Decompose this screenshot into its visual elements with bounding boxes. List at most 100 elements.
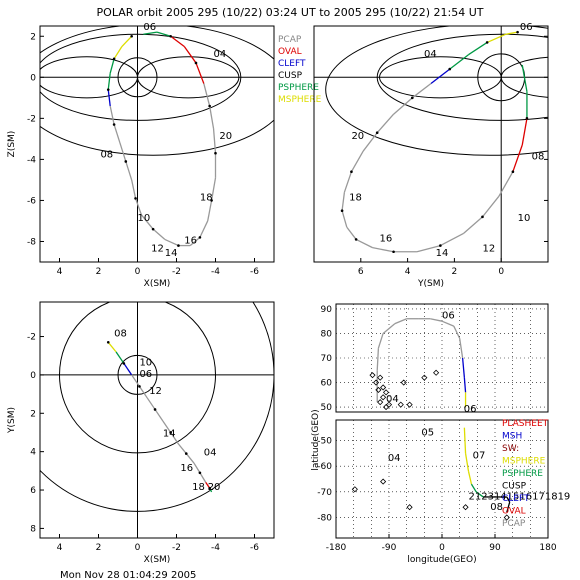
- panel-yz-orbit-point: [511, 170, 515, 174]
- panel-xz-orbit-point: [106, 88, 110, 91]
- panel-yz-orbit-segment: [521, 64, 528, 92]
- panel-xy-time-label: 06: [139, 369, 152, 380]
- panel-yz-xlabel: Y(SM): [417, 279, 444, 289]
- panel-xz-xtick-label: -4: [211, 267, 220, 277]
- panel-xz-orbit-point: [214, 151, 217, 155]
- panel-yz-orbit-segment: [512, 144, 523, 172]
- panel-xz-orbit-point: [124, 160, 128, 163]
- panel-geo-south-track-segment: [463, 427, 467, 454]
- panel-xz-xtick-label: 4: [57, 267, 63, 277]
- panel-xz-orbit-segment: [199, 220, 209, 238]
- panel-xz-orbit-segment: [119, 142, 127, 162]
- panel-xy-ytick-label: 4: [30, 448, 36, 458]
- panel-xz-time-label: 20: [219, 131, 232, 142]
- panel-yz-orbit-segment: [393, 97, 413, 115]
- panel-xz-time-label: 04: [214, 49, 227, 60]
- panel-xy-xtick-label: 0: [135, 543, 141, 553]
- panel-xy-orbit-point: [138, 385, 141, 388]
- panel-xz-orbit-segment: [107, 73, 111, 90]
- panel-geo-south-footpoint-marker: [380, 478, 387, 485]
- panel-xy-time-label: 10: [139, 357, 152, 368]
- panel-yz-orbit-segment: [362, 132, 378, 152]
- panel-geo-south-track-segment: [506, 501, 511, 513]
- panel-xz-orbit-segment: [203, 83, 211, 107]
- legend-bottom-item: CUSP: [502, 482, 527, 492]
- legend-bottom-item: PSPHERE: [502, 469, 543, 479]
- panel-xy-ytick-label: 0: [30, 371, 36, 381]
- legend-top-item: PCAP: [278, 35, 302, 45]
- panel-xz-orbit-segment: [140, 214, 154, 230]
- panel-xz-orbit-segment: [109, 58, 115, 74]
- panel-geo-north-ytick-label: 50: [321, 403, 333, 413]
- legend-bottom-item: SW:: [502, 444, 519, 454]
- panel-yz-time-label: 10: [518, 213, 531, 224]
- panel-geo-north-ytick-label: 70: [321, 354, 333, 364]
- panel-xz-orbit-segment: [189, 236, 201, 247]
- panel-yz-orbit-segment: [521, 118, 528, 146]
- panel-xz-orbit-segment: [121, 35, 133, 47]
- panel-geo-north-footpoint-marker: [369, 372, 376, 379]
- panel-yz-orbit-point: [481, 215, 484, 219]
- panel-geo-xtick-label: -90: [382, 543, 397, 553]
- panel-xz-orbit-point: [210, 199, 213, 202]
- legend-bottom-item: MSH: [502, 432, 522, 442]
- panel-geo-north-footpoint-marker: [400, 379, 407, 386]
- panel-xz-xlabel: X(SM): [144, 279, 171, 289]
- panel-yz-orbit-segment: [372, 246, 394, 253]
- panel-yz-orbit-segment: [440, 232, 465, 247]
- panel-xz-orbit-segment: [212, 128, 217, 154]
- panel-geo-north-time-label: 06: [464, 404, 477, 415]
- panel-xy-time-label: 14: [163, 428, 176, 439]
- legend-bottom-item: CLEFT: [502, 494, 530, 504]
- panel-xy-ylabel: Y(SM): [7, 407, 17, 434]
- panel-xz-orbit-segment: [109, 105, 115, 125]
- panel-xy-orbit-point: [153, 408, 157, 411]
- panel-geo-north-footpoint-marker: [397, 401, 404, 408]
- panel-xz-time-label: 18: [200, 192, 213, 203]
- panel-xz-xtick-label: 2: [96, 267, 102, 277]
- panel-xy-xlabel: X(SM): [144, 555, 171, 565]
- panel-yz-time-label: 08: [532, 151, 545, 162]
- panel-xz-orbit-point: [112, 57, 116, 61]
- panel-geo-south-ytick-label: -60: [317, 462, 332, 472]
- panel-geo-south-track-segment: [464, 453, 470, 472]
- panel-xz-frame: [39, 25, 275, 263]
- panel-geo-south-time-label: 04: [388, 453, 401, 464]
- panel-geo-north-footpoint-marker: [406, 401, 413, 408]
- panel-geo-xlabel: longitude(GEO): [407, 555, 476, 565]
- panel-yz-orbit-segment: [505, 31, 518, 35]
- panel-yz-orbit-point: [350, 170, 353, 174]
- panel-xz-orbit-segment: [152, 228, 166, 240]
- panel-xz-orbit-segment: [107, 89, 111, 107]
- panel-yz-orbit-segment: [449, 54, 469, 70]
- panel-yz-orbit-point: [448, 67, 452, 71]
- panel-geo-north-track-segment: [394, 318, 407, 325]
- panel-xy-xtick-label: -4: [211, 543, 220, 553]
- panel-geo-north-track-segment: [377, 333, 384, 349]
- panel-xy-orbit-segment: [154, 409, 164, 422]
- panel-xz-time-label: 12: [151, 244, 164, 255]
- panel-yz-orbit-segment: [463, 216, 483, 234]
- panel-yz-field-line: [500, 56, 548, 98]
- panel-yz-orbit-segment: [498, 171, 514, 197]
- panel-xz-ytick-label: -4: [27, 155, 36, 165]
- panel-geo-north-track-segment: [453, 325, 461, 339]
- panel-xz-ytick-label: -6: [27, 196, 36, 206]
- panel-geo-ylabel: latitude(GEO): [311, 409, 321, 470]
- panel-geo-south-track-segment: [470, 483, 477, 493]
- panel-xz-field-line: [137, 56, 240, 99]
- panel-yz-orbit-point: [485, 41, 489, 44]
- panel-xz-orbit-segment: [143, 31, 158, 35]
- panel-xz-earth: [117, 57, 158, 98]
- panel-geo-north-footpoint-marker: [375, 386, 382, 393]
- panel-geo-south-ytick-label: -70: [317, 488, 332, 498]
- panel-geo-south-time-label: 08: [490, 502, 503, 513]
- panel-geo-south-footpoint-marker: [503, 514, 510, 521]
- panel-xz-field-line: [40, 33, 242, 121]
- panel-geo-north-footpoint-marker: [433, 369, 440, 376]
- panel-xy-ytick-label: 8: [30, 524, 36, 534]
- panel-geo-north-footpoint-marker: [377, 374, 384, 381]
- panel-geo-north-ytick-label: 80: [321, 329, 333, 339]
- panel-geo-xtick-label: -180: [326, 543, 347, 553]
